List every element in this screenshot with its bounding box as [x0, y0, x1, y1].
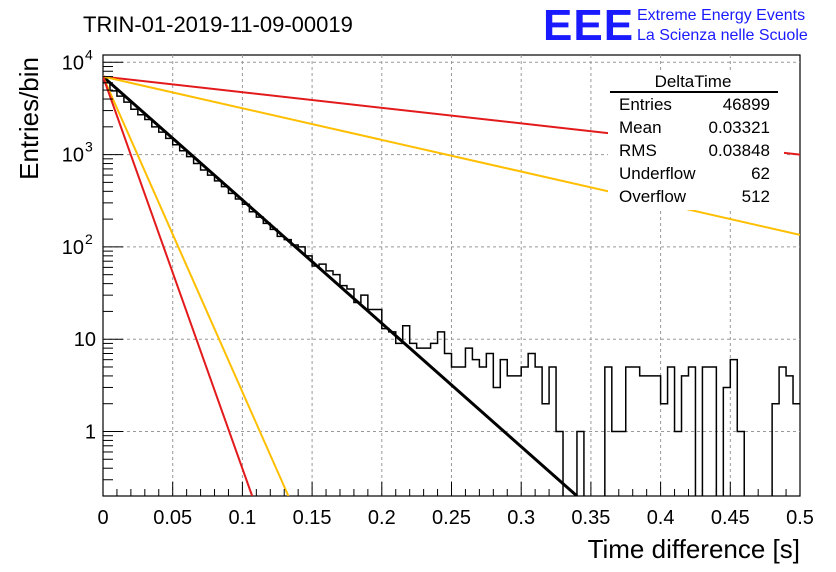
fit-line: [103, 76, 290, 496]
logo-line-2: La Scienza nelle Scuole: [637, 27, 808, 44]
stats-label: Mean: [619, 118, 662, 137]
x-tick-label: 0.15: [293, 507, 332, 529]
chart-title: TRIN-01-2019-11-09-00019: [83, 12, 353, 37]
x-tick-label: 0.35: [571, 507, 610, 529]
stats-value: 0.03848: [709, 141, 770, 160]
y-tick-exponent: 4: [85, 46, 93, 62]
x-tick-label: 0.45: [711, 507, 750, 529]
logo-mark: EEE: [543, 1, 634, 50]
x-tick-label: 0.5: [786, 507, 814, 529]
y-tick-label: 10: [62, 52, 84, 74]
y-tick-exponent: 3: [85, 139, 93, 155]
x-tick-labels: 0 0.05 0.1 0.15 0.2 0.25 0.3 0.35 0.4 0.45 0.5: [97, 507, 813, 529]
logo-line-1: Extreme Energy Events: [637, 7, 805, 24]
y-tick-label: 10: [62, 237, 84, 259]
x-tick-label: 0.3: [507, 507, 535, 529]
x-tick-label: 0.25: [432, 507, 471, 529]
x-tick-label: 0.4: [647, 507, 675, 529]
x-tick-label: 0.1: [228, 507, 256, 529]
stats-value: 46899: [723, 95, 770, 114]
y-axis-title: Entries/bin: [14, 57, 44, 180]
eee-logo: EEE Extreme Energy Events La Scienza nel…: [543, 1, 808, 50]
y-tick-label: 10: [62, 145, 84, 167]
stats-label: Underflow: [619, 164, 696, 183]
stats-value: 0.03321: [709, 118, 770, 137]
x-tick-label: 0: [97, 507, 108, 529]
axis-ticks: [102, 61, 801, 497]
stats-label: RMS: [619, 141, 657, 160]
stats-value: 62: [751, 164, 770, 183]
y-tick-label: 10: [74, 329, 96, 351]
x-tick-label: 0.2: [368, 507, 396, 529]
x-tick-label: 0.05: [153, 507, 192, 529]
y-tick-exponent: 2: [85, 231, 93, 247]
stats-box: DeltaTime Entries 46899 Mean 0.03321 RMS 0.03…: [608, 70, 784, 210]
stats-title: DeltaTime: [655, 72, 732, 91]
fit-line: [103, 75, 578, 496]
stats-label: Entries: [619, 95, 672, 114]
y-tick-label: 1: [85, 421, 96, 443]
x-axis-title: Time difference [s]: [588, 534, 800, 564]
fit-line: [103, 76, 254, 496]
stats-value: 512: [742, 187, 770, 206]
stats-label: Overflow: [619, 187, 687, 206]
